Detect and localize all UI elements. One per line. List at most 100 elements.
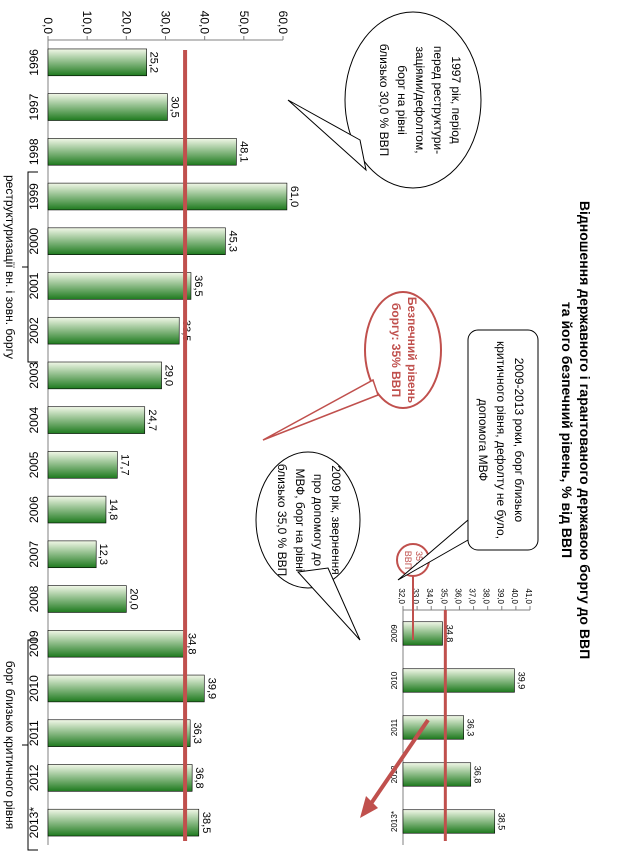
main-ytick-label: 40,0	[198, 11, 212, 35]
main-ytick-label: 0,0	[41, 17, 55, 34]
inset-bar	[402, 762, 472, 787]
main-bar	[47, 495, 107, 524]
main-bar	[47, 272, 192, 300]
callout-2009-line-4: близько 35,0 % ВВП	[275, 464, 289, 577]
inset-category-label: 2012	[390, 765, 399, 783]
main-category-label: 2003	[27, 362, 41, 389]
callout-2009: 2009 рік, звернення про допомогу до МВФ,…	[255, 451, 361, 641]
inset-value-label: 38,5	[497, 813, 507, 831]
callout-safe-line-2: боргу: 35% ВВП	[389, 303, 403, 397]
inset-ytick-label: 34,0	[425, 588, 434, 604]
main-bar	[47, 182, 288, 211]
main-value-label: 24,7	[146, 409, 158, 430]
inset-debt-bar-chart: 32,0 33,0 34,0 35,0 36,0 37,0 38,0 39,0 40,0 41,0…	[390, 588, 533, 845]
callout-safe-line-1: Безпечний рівень	[405, 297, 419, 403]
main-bar	[47, 48, 148, 77]
main-bar	[47, 719, 191, 747]
chart-title-line-2: та його безпечний рівень, % від ВВП	[559, 302, 575, 558]
inset-bar	[402, 715, 464, 740]
callout-2009-2013-line-1: 2009-2013 роки, борг близько	[512, 358, 526, 523]
bubble-35-line-2: ВВП	[403, 551, 413, 569]
bracket-critical: борг близько критичного рівня	[3, 639, 38, 851]
inset-bar	[402, 668, 515, 693]
inset-ytick-label: 39,0	[496, 588, 505, 604]
callout-2009-line-2: про допомогу до	[311, 474, 325, 567]
main-category-label: 1998	[27, 138, 41, 165]
inset-ytick-label: 33,0	[411, 588, 420, 604]
main-value-label: 36,5	[192, 275, 204, 296]
main-value-label: 39,9	[205, 678, 217, 699]
bracket-restructuring-label: реструктуризації вн. і зовн. боргу	[3, 175, 17, 359]
inset-ytick-label: 41,0	[524, 588, 533, 604]
main-value-label: 25,2	[148, 52, 160, 73]
main-category-label: 2006	[27, 496, 41, 523]
main-bar	[47, 674, 205, 703]
inset-value-label: 36,3	[466, 719, 476, 737]
main-value-label: 12,3	[97, 544, 109, 565]
main-bar	[47, 451, 118, 479]
inset-ytick-label: 40,0	[510, 588, 519, 604]
main-bar	[47, 764, 193, 792]
main-value-label: 36,8	[193, 767, 205, 788]
main-category-label: 1996	[27, 49, 41, 76]
main-value-label: 17,7	[118, 454, 130, 475]
inset-category-label: 2011	[390, 718, 399, 736]
main-bar	[47, 808, 200, 837]
main-ytick-label: 50,0	[237, 11, 251, 35]
callout-2009-line-1: 2009 рік, звернення	[329, 465, 343, 574]
inset-category-label: 2009	[390, 624, 399, 642]
callout-1997: 1997 рік, період перед реструктури- заці…	[287, 11, 482, 189]
main-ytick-label: 10,0	[80, 11, 94, 35]
main-value-label: 20,0	[127, 588, 139, 609]
inset-value-label: 34,8	[445, 625, 455, 643]
main-bar	[47, 227, 226, 255]
main-category-label: 2000	[27, 228, 41, 255]
main-bar	[47, 93, 168, 121]
main-category-label: 2013*	[27, 807, 41, 839]
main-ytick-label: 60,0	[276, 11, 290, 35]
inset-bar	[402, 621, 443, 646]
main-value-label: 45,3	[226, 231, 238, 252]
main-category-label: 2001	[27, 272, 41, 299]
main-debt-bar-chart: 0,0 10,0 20,0 30,0 40,0 50,0 60,0 25,2 30,5 48,1…	[27, 11, 300, 845]
main-value-label: 34,8	[185, 633, 197, 654]
callout-1997-line-5: близько 30,0 % ВВП	[377, 44, 391, 157]
main-value-label: 36,3	[191, 722, 203, 743]
inset-ytick-label: 32,0	[397, 588, 406, 604]
main-bar	[47, 316, 180, 345]
main-ytick-label: 30,0	[159, 11, 173, 35]
chart-title-line-1: Відношення державного і гарантованого де…	[577, 201, 593, 659]
main-category-label: 2004	[27, 406, 41, 433]
main-bar	[47, 585, 127, 613]
main-category-label: 2002	[27, 317, 41, 344]
callout-safe-level: Безпечний рівень боргу: 35% ВВП	[262, 291, 442, 441]
main-category-label: 2007	[27, 541, 41, 568]
bracket-critical-label: борг близько критичного рівня	[3, 661, 17, 829]
main-value-label: 48,1	[237, 141, 249, 162]
main-value-label: 61,0	[288, 186, 300, 207]
callout-1997-line-2: перед реструктури-	[431, 46, 445, 154]
bracket-restructuring: реструктуризації вн. і зовн. боргу	[3, 171, 38, 363]
callout-1997-line-3: заціями/дефолтом,	[413, 46, 427, 153]
callout-2009-line-3: МВФ, борг на рівні	[293, 469, 307, 572]
callout-1997-line-4: борг на рівні	[395, 65, 409, 135]
main-bar	[47, 138, 237, 166]
main-bar	[47, 361, 162, 390]
main-bar	[47, 630, 185, 658]
main-ytick-label: 20,0	[119, 11, 133, 35]
inset-category-label: 2013*	[390, 811, 399, 832]
main-category-label: 2005	[27, 451, 41, 478]
inset-ytick-label: 35,0	[439, 588, 448, 604]
rising-trend-arrow	[360, 718, 430, 818]
callout-1997-line-1: 1997 рік, період	[449, 56, 463, 143]
bubble-35-line-1: 35%	[414, 551, 424, 569]
callout-2009-2013: 2009-2013 роки, борг близько критичного …	[397, 329, 539, 581]
inset-ytick-label: 38,0	[482, 588, 491, 604]
main-category-label: 2010	[27, 675, 41, 702]
callout-2009-2013-line-2: критичного рівня, дефолту не було,	[494, 341, 508, 539]
main-bar	[47, 540, 97, 569]
callout-2009-2013-line-3: допомога МВФ	[476, 399, 490, 482]
inset-value-label: 36,8	[473, 766, 483, 784]
main-value-label: 30,5	[168, 96, 180, 117]
